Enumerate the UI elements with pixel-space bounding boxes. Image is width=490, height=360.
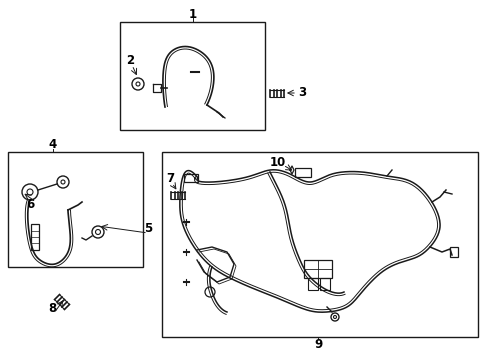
- Text: 2: 2: [126, 54, 134, 67]
- Text: 1: 1: [189, 8, 197, 21]
- Bar: [162, 152, 478, 337]
- Bar: [450, 247, 458, 257]
- Text: 6: 6: [26, 198, 34, 211]
- Bar: [304, 260, 332, 278]
- Text: 5: 5: [144, 221, 152, 234]
- Text: 8: 8: [48, 302, 56, 315]
- Bar: [295, 168, 311, 177]
- Text: 4: 4: [49, 139, 57, 152]
- Bar: [31, 224, 39, 250]
- Bar: [308, 278, 318, 290]
- Bar: [184, 174, 198, 182]
- Text: 7: 7: [166, 171, 174, 184]
- Bar: [120, 22, 265, 130]
- Bar: [8, 152, 143, 267]
- Text: 10: 10: [270, 156, 286, 168]
- Text: 9: 9: [314, 338, 322, 351]
- Bar: [320, 278, 330, 290]
- Text: 3: 3: [298, 86, 306, 99]
